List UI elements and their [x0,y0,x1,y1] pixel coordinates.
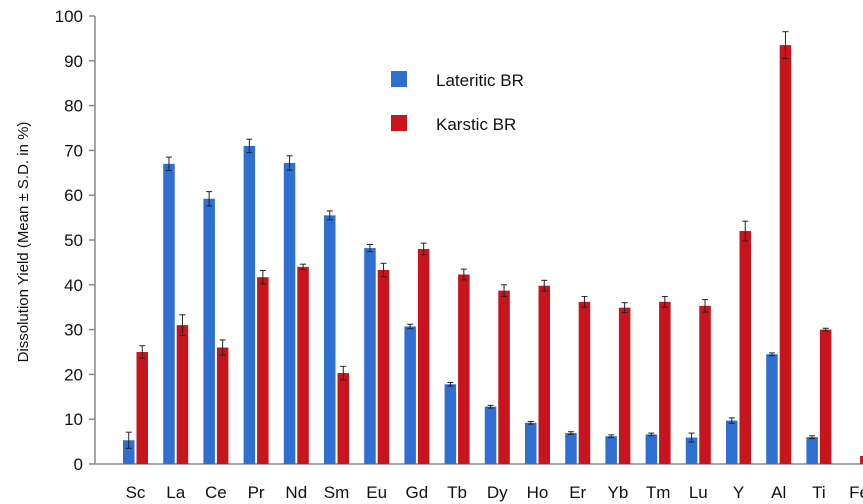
bar-lateritic-nd [283,162,296,464]
y-tick-label: 10 [64,410,83,429]
legend-label-lateritic: Lateritic BR [436,71,524,90]
x-tick-label: Sc [126,483,146,502]
bar-karstic-er [578,301,591,464]
x-tick-label: Sm [324,483,350,502]
x-tick-label: Tb [447,483,467,502]
bar-karstic-ti [819,329,832,464]
y-tick-label: 70 [64,141,83,160]
x-tick-label: Yb [608,483,629,502]
bar-karstic-al [779,45,792,465]
bars [123,45,863,465]
x-tick-label: La [166,483,185,502]
bar-lateritic-ce [203,198,215,464]
bar-lateritic-ti [806,437,818,464]
x-tick-label: Eu [366,483,387,502]
bar-lateritic-eu [364,248,376,464]
y-tick-label: 80 [64,97,83,116]
y-tick-label: 20 [64,365,83,384]
y-tick-label: 90 [64,52,83,71]
bar-lateritic-er [565,433,577,464]
bar-karstic-tm [659,301,671,464]
bar-karstic-nd [297,266,309,464]
x-tick-label: Tm [646,483,671,502]
bar-karstic-yb [618,307,631,464]
bar-lateritic-tb [444,384,457,464]
bar-karstic-sm [337,373,349,464]
bar-lateritic-tm [645,434,658,464]
x-tick-label: Ho [527,483,549,502]
bar-lateritic-yb [605,436,617,464]
bar-karstic-tb [458,274,470,464]
y-tick-label: 0 [74,455,83,474]
bar-karstic-gd [417,248,430,464]
bar-lateritic-pr [243,145,256,465]
y-tick-label: 60 [64,186,83,205]
x-tick-label: Nd [285,483,307,502]
bar-karstic-sc [136,352,148,464]
bar-lateritic-al [766,354,778,464]
bar-karstic-lu [699,305,711,464]
bar-karstic-y [739,231,751,464]
bar-lateritic-ho [525,422,537,464]
x-tick-label: Dy [487,483,508,502]
bar-karstic-ce [216,347,229,464]
x-tick-label: Y [733,483,744,502]
y-tick-label: 50 [64,231,83,250]
legend-swatch-karstic [391,115,407,131]
x-tick-label: Ce [205,483,227,502]
x-tick-label: Lu [689,483,708,502]
bar-lateritic-sm [324,215,336,464]
bar-karstic-ho [538,285,550,464]
bar-lateritic-y [726,420,738,464]
y-axis: 0 10 20 30 40 50 60 70 80 90 100 [55,7,96,474]
bar-karstic-eu [377,270,390,464]
x-tick-label: Pr [248,483,265,502]
legend: Lateritic BR Karstic BR [391,71,524,134]
x-tick-label: Ti [812,483,826,502]
legend-swatch-lateritic [391,71,407,87]
x-tick-label: Fe [849,483,863,502]
bar-lateritic-lu [685,437,698,464]
bar-karstic-pr [257,277,269,464]
bar-lateritic-gd [404,326,416,464]
y-tick-label: 40 [64,276,83,295]
x-tick-label: Al [771,483,786,502]
y-tick-label: 100 [55,7,83,26]
bar-lateritic-dy [484,406,497,464]
legend-label-karstic: Karstic BR [436,115,516,134]
bar-karstic-fe [860,455,863,464]
x-axis: Sc La Ce Pr Nd Sm Eu Gd Tb Dy Ho Er Yb Tm Lu Y Al Ti Fe [95,463,863,502]
y-tick-label: 30 [64,321,83,340]
bar-karstic-la [176,325,189,464]
bar-lateritic-sc [123,440,135,464]
bar-lateritic-la [163,163,175,464]
error-bars [125,31,829,449]
bar-karstic-dy [498,290,510,464]
y-axis-title: Dissolution Yield (Mean ± S.D. in %) [15,122,32,363]
x-tick-label: Er [569,483,586,502]
x-tick-label: Gd [406,483,429,502]
